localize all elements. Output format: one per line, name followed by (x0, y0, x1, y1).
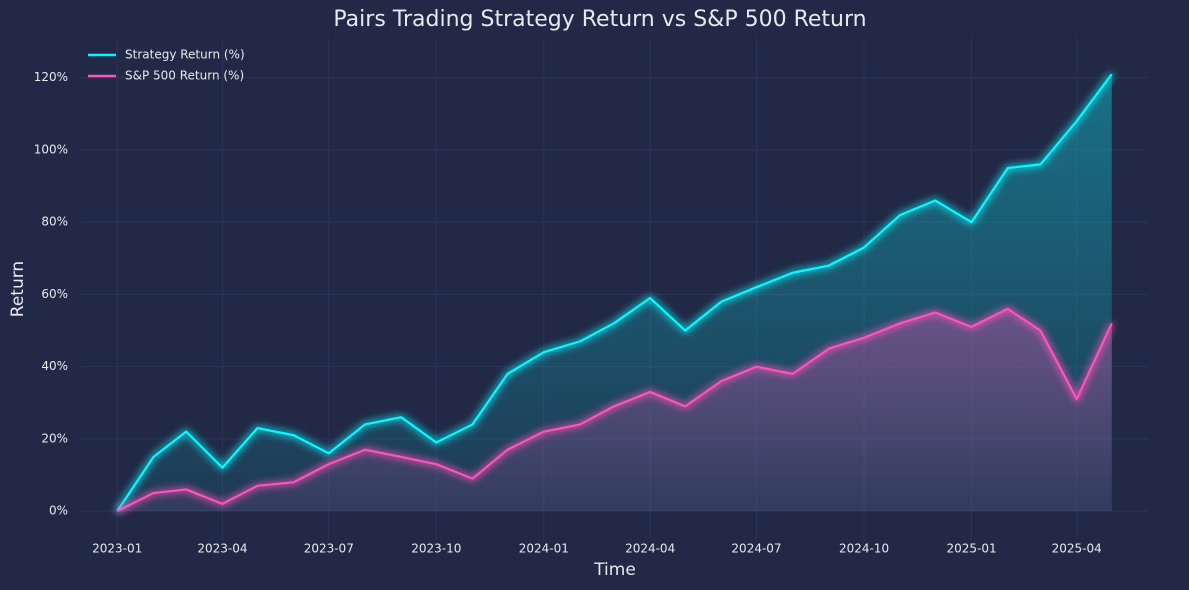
x-axis-label: Time (593, 560, 636, 580)
x-tick-label: 2024-07 (731, 542, 781, 556)
y-tick-label: 80% (41, 215, 68, 229)
y-tick-label: 60% (41, 287, 68, 301)
legend-label: Strategy Return (%) (125, 48, 245, 62)
x-tick-label: 2023-10 (411, 542, 461, 556)
x-tick-label: 2023-04 (197, 542, 247, 556)
y-tick-label: 40% (41, 359, 68, 373)
x-tick-label: 2025-04 (1052, 542, 1102, 556)
y-axis-label: Return (8, 261, 28, 317)
x-tick-label: 2023-07 (304, 542, 354, 556)
x-tick-label: 2024-01 (519, 542, 569, 556)
y-tick-label: 20% (41, 431, 68, 445)
area (117, 308, 1112, 512)
x-tick-label: 2024-04 (625, 542, 675, 556)
x-tick-label: 2024-10 (839, 542, 889, 556)
chart-title: Pairs Trading Strategy Return vs S&P 500… (333, 7, 866, 32)
legend-label: S&P 500 Return (%) (125, 69, 244, 83)
y-tick-label: 100% (34, 142, 68, 156)
x-tick-label: 2023-01 (92, 542, 142, 556)
line (116, 307, 1113, 513)
y-tick-label: 0% (49, 504, 68, 518)
line (116, 73, 1113, 512)
x-tick-label: 2025-01 (946, 542, 996, 556)
y-tick-label: 120% (34, 70, 68, 84)
